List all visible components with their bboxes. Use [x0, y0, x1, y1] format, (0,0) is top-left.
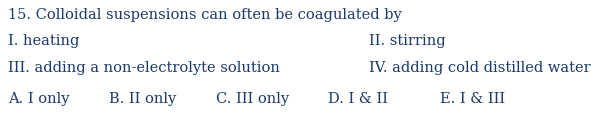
Text: IV. adding cold distilled water: IV. adding cold distilled water	[369, 60, 591, 74]
Text: I. heating: I. heating	[8, 34, 79, 48]
Text: II. stirring: II. stirring	[369, 34, 446, 48]
Text: E. I & III: E. I & III	[440, 91, 505, 105]
Text: C. III only: C. III only	[216, 91, 289, 105]
Text: B. II only: B. II only	[109, 91, 177, 105]
Text: A. I only: A. I only	[8, 91, 69, 105]
Text: III. adding a non-electrolyte solution: III. adding a non-electrolyte solution	[8, 60, 280, 74]
Text: 15. Colloidal suspensions can often be coagulated by: 15. Colloidal suspensions can often be c…	[8, 8, 401, 22]
Text: D. I & II: D. I & II	[328, 91, 388, 105]
